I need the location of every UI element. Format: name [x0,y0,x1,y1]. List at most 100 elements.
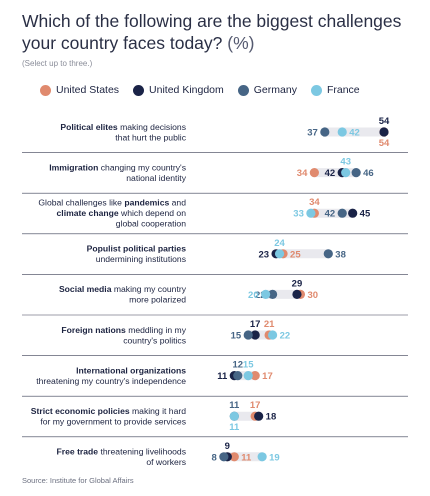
category-label-line: global cooperation [116,219,186,229]
category-label-segment: Immigration [49,162,98,172]
dot-germany [323,249,333,259]
dot-france [274,249,285,259]
value-label-france: 11 [229,422,240,433]
value-label-us: 54 [379,138,390,149]
category-label-segment: making it hard [130,406,187,416]
legend-label-uk: United Kingdom [149,84,224,96]
value-label-germany: 22 [255,290,266,301]
category-label-line: Foreign nations meddling in my [61,325,186,335]
dot-france [243,371,253,381]
value-label-uk: 45 [360,209,371,220]
category-label-segment: making decisions [118,122,186,132]
legend-dot-france [310,84,322,96]
value-label-germany: 38 [335,249,346,260]
dot-germany [337,208,347,218]
category-label-segment: making my country [111,284,186,294]
legend-dot-us [40,84,51,96]
dot-germany [233,371,243,381]
category-label-segment: global cooperation [116,219,186,229]
chart-legend: United States United Kingdom Germany Fra… [40,84,360,96]
value-label-germany: 37 [307,128,318,139]
category-label-line: country's politics [123,335,186,345]
value-label-france: 19 [269,452,280,463]
value-label-us: 34 [309,197,320,208]
value-label-france: 24 [274,238,285,249]
category-label-segment: threatening livelihoods [98,447,186,457]
value-label-france: 15 [243,360,254,371]
dot-france [261,289,271,299]
category-label-line: threatening my country's independence [36,376,186,386]
dot-france [341,168,351,178]
category-row-2: Global challenges like pandemics and clim… [22,197,408,235]
dot-us [309,168,319,178]
chart-title-text: Which of the following are the biggest c… [22,11,402,53]
legend-label-us: United States [56,84,120,96]
category-label-segment: changing my country's [98,162,186,172]
value-label-us: 34 [297,168,308,179]
category-label-segment: which depend on [119,208,187,218]
value-label-us: 17 [262,371,273,382]
category-label-segment: climate change [57,208,119,218]
value-label-france: 43 [340,157,351,168]
dot-germany [351,168,361,178]
range-track [272,249,333,259]
category-label-line: Populist political parties [87,244,187,254]
value-label-germany: 46 [363,168,374,179]
source-note: Source: Institute for Global Affairs [22,476,134,485]
value-label-us: 11 [241,452,252,463]
dot-germany [243,330,253,340]
category-row-7: Strict economic policies making it hardf… [22,400,408,438]
category-label-segment: Populist political parties [87,244,187,254]
value-label-france: 33 [293,209,304,220]
dot-france [306,208,316,218]
value-label-uk: 29 [292,278,303,289]
value-label-france: 42 [349,128,360,139]
category-label-line: for my government to provide services [40,416,186,426]
dot-uk [254,411,264,421]
category-row-5: Foreign nations meddling in mycountry's … [22,319,408,356]
value-label-france: 20 [248,290,259,301]
category-label-segment: and [169,198,186,208]
category-label-segment: Global challenges like [38,198,124,208]
value-label-us: 30 [307,290,318,301]
value-label-uk: 23 [258,249,269,260]
dot-germany [267,289,278,299]
dot-germany [219,452,229,462]
chart-subtitle: (Select up to three.) [22,59,93,68]
category-label-line: undermining institutions [96,254,186,264]
value-label-germany: 15 [231,331,242,342]
category-label-segment: country's politics [123,335,186,345]
category-label-segment: national identity [126,173,186,183]
dot-uk [348,208,358,218]
category-label-segment: Political elites [60,122,118,132]
value-label-uk: 18 [266,412,277,423]
chart-title: Which of the following are the biggest c… [22,10,422,54]
legend-item-france: France [310,84,360,96]
legend-item-uk: United Kingdom [133,84,224,96]
value-label-uk: 11 [217,371,228,382]
category-label-segment: threatening my country's independence [36,376,186,386]
value-label-uk: 17 [250,319,261,330]
dot-us [229,452,239,462]
value-label-uk: 9 [225,441,230,452]
value-label-uk: 42 [325,168,336,179]
value-label-germany: 11 [229,400,240,411]
dot-france [229,411,239,421]
category-label-line: Strict economic policies making it hard [31,406,186,416]
category-label-segment: pandemics [124,198,169,208]
category-label-segment: Foreign nations [61,325,126,335]
legend-item-germany: Germany [237,84,297,96]
category-label-segment: Social media [59,284,112,294]
value-label-germany: 12 [232,360,243,371]
value-label-uk: 54 [379,116,390,127]
category-label-segment: Free trade [57,447,99,457]
category-label-line: Social media making my country [59,284,187,294]
category-label-line: of workers [146,457,186,467]
dot-us [250,371,260,381]
value-label-germany: 8 [212,452,217,463]
category-label-segment: Strict economic policies [31,406,130,416]
